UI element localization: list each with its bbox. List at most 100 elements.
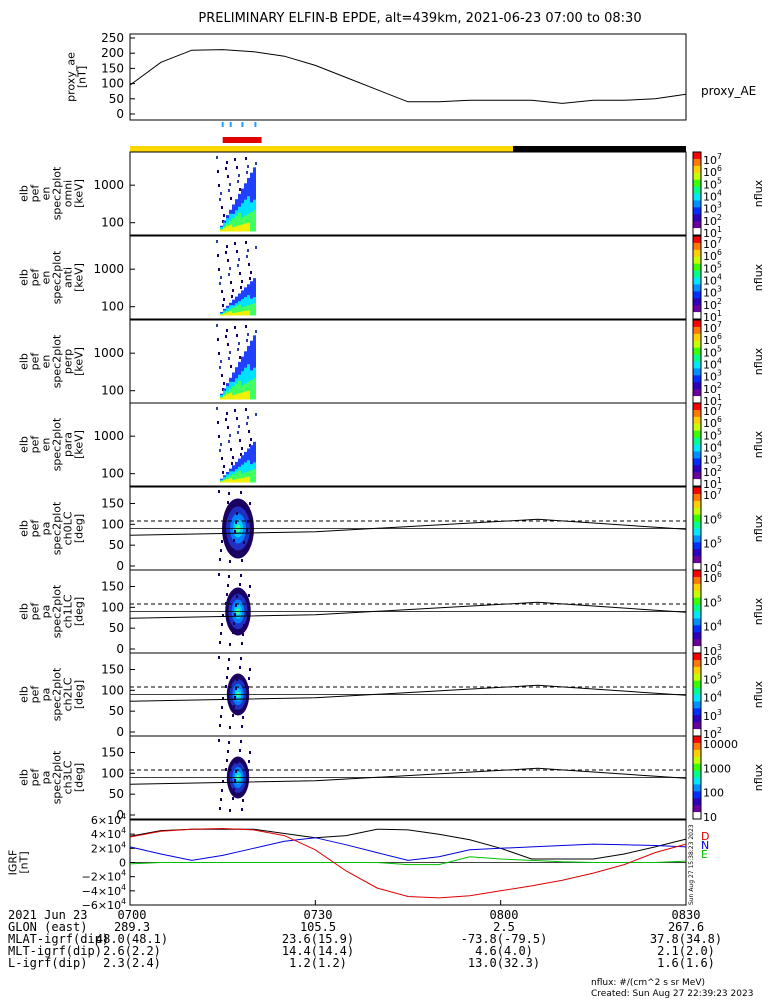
spectrogram-pixel xyxy=(238,212,241,220)
spectrogram-pixel xyxy=(218,268,220,271)
spectrogram-pixel xyxy=(219,724,221,727)
spectrogram-pixel xyxy=(247,186,250,197)
spectrogram-pixel xyxy=(225,167,227,170)
spectrogram-pixel xyxy=(235,220,238,227)
spectrogram-pixel xyxy=(247,416,249,419)
panel-ylabel-line: pef xyxy=(29,519,42,538)
panel-ylabel-line: pef xyxy=(29,352,42,371)
spectrogram-pixel xyxy=(229,475,232,479)
spectrogram-pixel xyxy=(229,220,232,225)
colorbar-segment xyxy=(693,389,701,397)
colorbar-segment xyxy=(693,305,701,313)
spectrogram-pixel xyxy=(220,313,223,315)
spectrogram-pixel xyxy=(223,477,226,480)
footer-row-label: MLT-igrf(dip) xyxy=(8,944,102,958)
panel-para: elbpefenspec2plotpara[keV]10710610510410… xyxy=(18,402,765,491)
spectrogram-pixel xyxy=(226,308,229,311)
spectrogram-pixel xyxy=(223,229,226,232)
spectrogram-pixel xyxy=(223,214,225,217)
spectrogram-pixel xyxy=(244,476,247,483)
panel-ylabel-line: spec2plot xyxy=(51,250,64,304)
spectrogram-pixel xyxy=(223,310,226,313)
colorbar-tick-label: 107 xyxy=(703,236,722,251)
panel-anti: elbpefenspec2plotanti[keV]10710610510410… xyxy=(18,235,765,324)
colorbar-segment xyxy=(693,749,701,758)
spectrogram-pixel xyxy=(232,376,235,382)
spectrogram-pixel xyxy=(220,311,223,313)
panel-ylabel-line: en xyxy=(40,438,53,452)
colorbar-tick-label: 100 xyxy=(703,787,724,800)
igrf-legend-N: N xyxy=(701,839,709,852)
colorbar-segment xyxy=(693,249,701,258)
spectrogram-pixel xyxy=(219,449,221,452)
colorbar-segment xyxy=(693,444,701,452)
spectrogram-pixel xyxy=(229,308,232,312)
spectrogram-pixel xyxy=(238,386,241,394)
panel-ylabel-line: elb xyxy=(18,185,31,202)
spectrogram-pixel xyxy=(244,351,247,360)
igrf-d-line xyxy=(129,827,687,899)
spectrogram-pixel xyxy=(230,197,232,200)
spectrogram-pixel xyxy=(235,296,238,301)
colorbar-segment xyxy=(693,611,701,619)
colorbar-label: nflux xyxy=(752,430,765,458)
spectrogram-pixel xyxy=(246,529,248,532)
colorbar-segment xyxy=(693,556,701,564)
colorbar-label-text: nflux xyxy=(752,263,765,291)
spectrogram-pixel xyxy=(235,471,238,476)
spectrogram-pixel xyxy=(223,395,226,398)
colorbar-segment xyxy=(693,493,701,502)
spectrogram-pixel xyxy=(235,372,238,379)
spectrogram-pixel xyxy=(245,325,247,328)
spectrogram-pixel xyxy=(250,463,253,471)
spectrogram-pixel xyxy=(223,311,226,314)
spectrogram-pixel xyxy=(222,304,224,307)
colorbar-segment xyxy=(693,256,701,265)
spectrogram-pixel xyxy=(216,407,218,410)
spectrogram-pixel xyxy=(245,157,247,160)
spectrogram-pixel xyxy=(232,479,235,483)
footer-value: 2.6(2.2) xyxy=(103,944,161,958)
spectrogram-pixel xyxy=(220,397,223,399)
spectrogram-pixel xyxy=(253,377,256,389)
spectrogram-pixel xyxy=(247,470,250,477)
colorbar-segment xyxy=(693,507,701,516)
science-tick xyxy=(241,122,244,127)
spectrogram-pixel xyxy=(232,299,235,303)
spectrogram-pixel xyxy=(219,558,221,561)
spectrogram-pixel xyxy=(232,217,235,223)
colorbar-tick-label: 103 xyxy=(703,452,722,467)
spectrogram-pixel xyxy=(244,375,247,384)
spectrogram-pixel xyxy=(248,511,250,514)
spectrogram-pixel xyxy=(242,633,244,636)
spectrogram-pixel xyxy=(229,479,232,483)
colorbar-label: nflux xyxy=(752,514,765,542)
spectrogram-pixel xyxy=(238,342,240,345)
colorbar-segment xyxy=(693,437,701,445)
spectrogram-pixel xyxy=(226,310,229,313)
spectrogram-pixel xyxy=(226,245,228,248)
panel-ylabel-line: pa xyxy=(40,522,53,536)
spectrogram-pixel xyxy=(238,368,241,375)
panel-ylabel-line: elb xyxy=(18,769,31,786)
spectrogram-pixel xyxy=(239,356,241,359)
colorbar-segment xyxy=(693,604,701,612)
spectrogram-pixel xyxy=(220,226,223,228)
panel-ylabel-line: elb xyxy=(18,269,31,286)
spectrogram-pixel xyxy=(238,304,241,309)
colorbar-label-text: nflux xyxy=(752,347,765,375)
colorbar-tick-label: 106 xyxy=(703,164,722,179)
spectrogram-pixel xyxy=(225,768,227,771)
colorbar-segment xyxy=(693,742,701,751)
spectrogram-pixel xyxy=(235,305,238,310)
mode-bars xyxy=(130,122,686,152)
spectrogram-pixel xyxy=(225,602,227,605)
spectrogram-pixel xyxy=(222,697,224,700)
spectrogram-pixel xyxy=(229,381,232,386)
spectrogram-pixel xyxy=(247,476,250,483)
footer-value: 1.6(1.6) xyxy=(657,956,715,970)
panel-ylabel-line: [deg] xyxy=(73,597,86,626)
spectrogram-pixel xyxy=(241,363,244,372)
panel-ylabel-line: elb xyxy=(18,686,31,703)
